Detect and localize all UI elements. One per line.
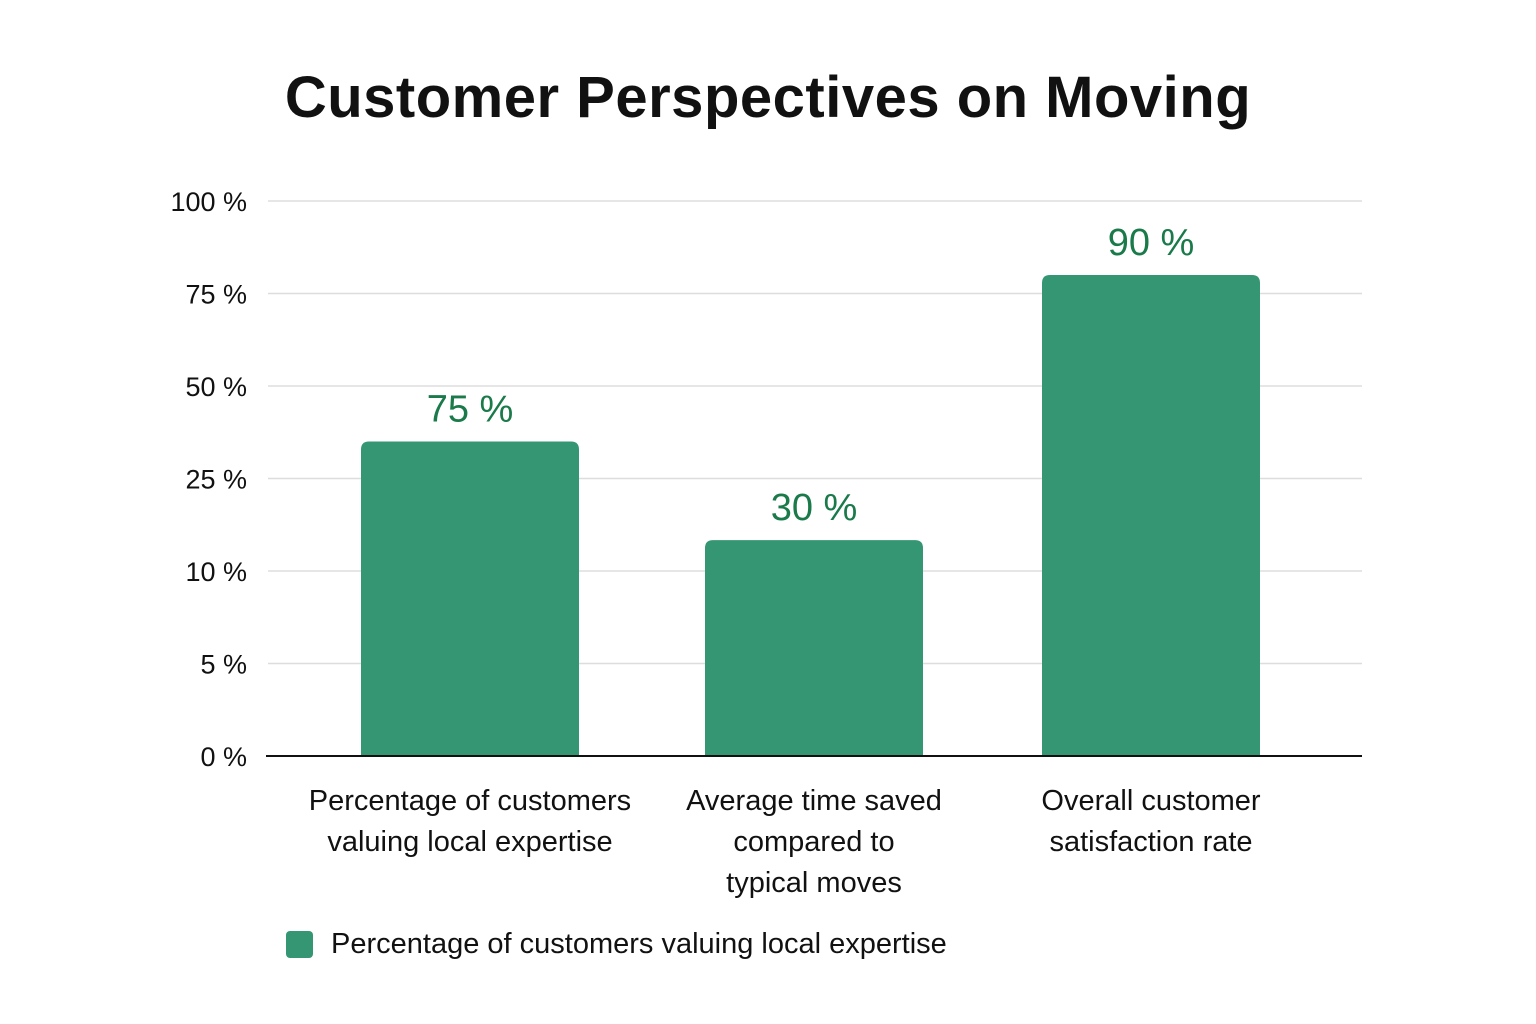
bar — [705, 540, 923, 756]
x-category-label-line: compared to — [733, 826, 894, 858]
bar — [361, 441, 579, 756]
x-category-label-line: Average time saved — [686, 785, 942, 817]
y-tick-label: 25 % — [185, 465, 247, 495]
chart-title: Customer Perspectives on Moving — [284, 65, 1252, 130]
y-tick-label: 10 % — [185, 557, 247, 587]
bars — [361, 275, 1260, 756]
x-category-label-line: Overall customer — [1041, 785, 1261, 817]
y-tick-label: 5 % — [200, 650, 247, 680]
data-labels: 75 % 30 % 90 % — [427, 222, 1195, 529]
y-axis-ticks: 0 % 5 % 10 % 25 % 50 % 75 % 100 % — [170, 187, 247, 772]
legend-label: Percentage of customers valuing local ex… — [331, 928, 947, 960]
y-tick-label: 100 % — [170, 187, 247, 217]
y-tick-label: 75 % — [185, 280, 247, 310]
bar — [1042, 275, 1260, 756]
x-category-label-line: typical moves — [726, 867, 902, 899]
legend: Percentage of customers valuing local ex… — [286, 928, 947, 961]
x-category-label-line: valuing local expertise — [327, 826, 612, 858]
x-category-label: Average time saved compared to typical mov… — [686, 785, 942, 899]
data-label: 30 % — [771, 487, 858, 529]
y-tick-label: 0 % — [200, 742, 247, 772]
data-label: 90 % — [1108, 222, 1195, 264]
x-category-label: Overall customer satisfaction rate — [1041, 785, 1261, 858]
data-label: 75 % — [427, 389, 514, 431]
x-category-label-line: satisfaction rate — [1049, 826, 1252, 858]
y-tick-label: 50 % — [185, 372, 247, 402]
x-category-label: Percentage of customers valuing local exp… — [309, 785, 631, 858]
category-labels: Percentage of customers valuing local exp… — [309, 785, 1261, 899]
x-category-label-line: Percentage of customers — [309, 785, 631, 817]
legend-swatch — [286, 931, 313, 958]
